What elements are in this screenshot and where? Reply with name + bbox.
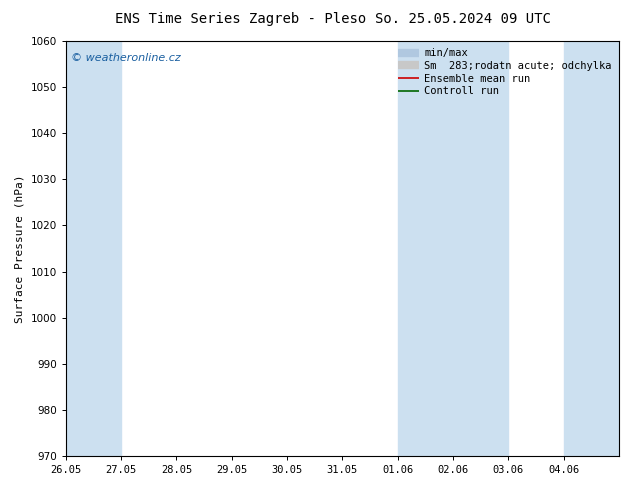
- Bar: [398, 41, 453, 456]
- Bar: [453, 41, 508, 456]
- Text: So. 25.05.2024 09 UTC: So. 25.05.2024 09 UTC: [375, 12, 551, 26]
- Y-axis label: Surface Pressure (hPa): Surface Pressure (hPa): [15, 174, 25, 323]
- Bar: [564, 41, 619, 456]
- Legend: min/max, Sm  283;rodatn acute; odchylka, Ensemble mean run, Controll run: min/max, Sm 283;rodatn acute; odchylka, …: [396, 46, 614, 98]
- Bar: [66, 41, 121, 456]
- Text: ENS Time Series Zagreb - Pleso: ENS Time Series Zagreb - Pleso: [115, 12, 366, 26]
- Text: © weatheronline.cz: © weatheronline.cz: [72, 53, 181, 64]
